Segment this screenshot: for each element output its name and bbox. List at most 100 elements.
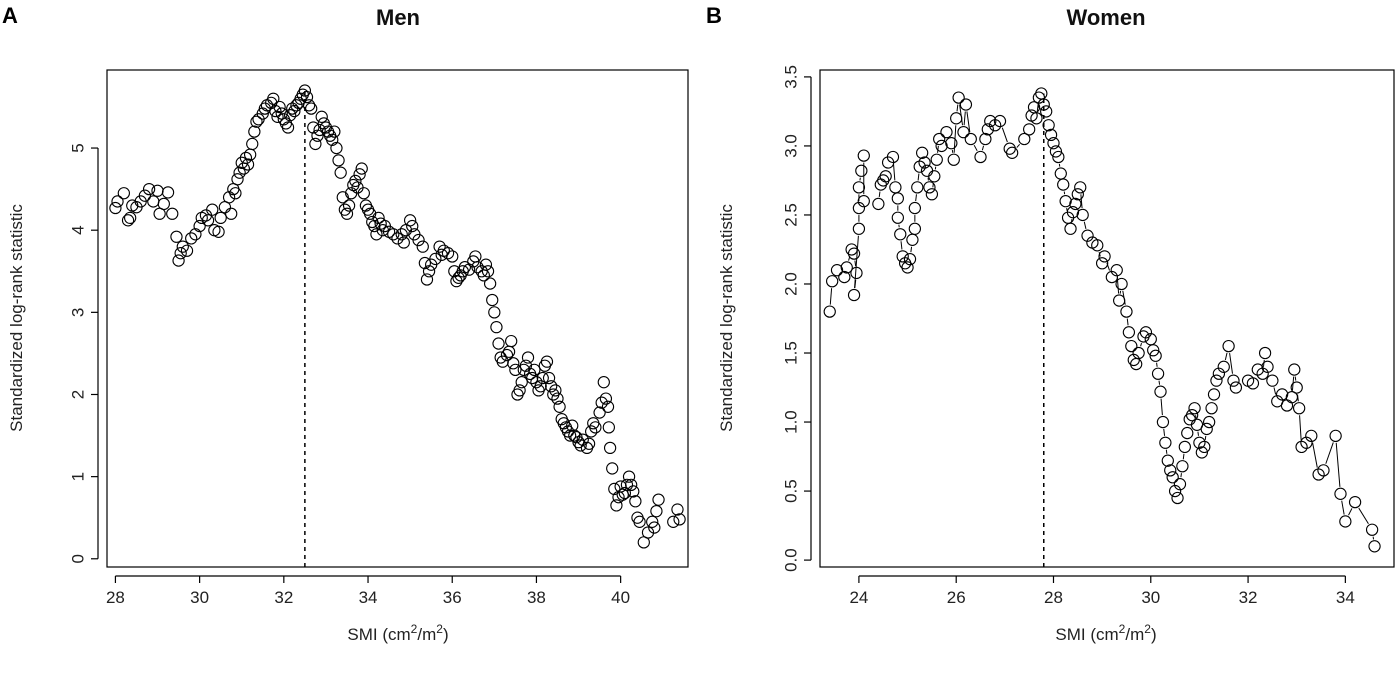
y-tick-label: 3.5	[782, 65, 801, 89]
data-point	[462, 263, 476, 276]
data-point	[852, 222, 866, 235]
data-point	[1091, 239, 1104, 252]
data-point	[193, 219, 206, 233]
data-point	[180, 244, 194, 257]
data-point	[1037, 98, 1050, 111]
data-point	[326, 133, 339, 146]
data-point	[176, 240, 189, 253]
data-point	[1076, 208, 1089, 222]
data-point	[332, 154, 345, 167]
data-point	[646, 515, 659, 528]
x-tick-label: 36	[443, 588, 462, 607]
panel-b-plot-frame	[819, 69, 1395, 568]
data-point	[1200, 422, 1213, 436]
y-tick-label: 3.0	[782, 134, 801, 158]
data-point	[239, 151, 253, 165]
data-point	[189, 228, 202, 241]
data-point	[1246, 377, 1260, 390]
connector-segment	[1083, 221, 1087, 229]
data-point	[370, 228, 383, 241]
data-point	[452, 271, 465, 284]
data-point	[874, 178, 887, 191]
data-point	[229, 187, 242, 200]
x-tick-label: 34	[1336, 588, 1355, 607]
data-point	[1154, 385, 1167, 398]
x-tick-label: 32	[1239, 588, 1258, 607]
data-point	[1212, 367, 1226, 380]
data-point	[288, 104, 301, 118]
data-point	[1164, 464, 1177, 477]
data-point	[1312, 468, 1325, 481]
data-point	[300, 90, 314, 104]
panel-b-x-label: SMI (cm2/m2)	[1055, 622, 1156, 644]
data-point	[488, 306, 501, 319]
data-point	[1348, 495, 1362, 509]
data-point	[1113, 294, 1126, 307]
data-point	[582, 437, 596, 450]
y-tick-label: 3	[69, 308, 88, 317]
data-point	[894, 228, 907, 241]
y-tick-label: 4	[69, 225, 88, 234]
y-tick-label: 1.0	[782, 410, 801, 434]
data-point	[1258, 346, 1272, 360]
data-point	[901, 261, 914, 274]
data-point	[483, 277, 497, 290]
connector-segment	[910, 246, 913, 253]
data-point	[233, 166, 246, 179]
data-point	[1156, 415, 1170, 429]
data-point	[536, 371, 549, 385]
data-point	[553, 400, 566, 413]
data-point	[925, 188, 939, 201]
data-point	[509, 363, 522, 376]
data-point	[355, 162, 368, 175]
data-point	[618, 486, 631, 500]
data-point	[1188, 402, 1201, 415]
data-point	[551, 392, 564, 405]
data-point	[422, 265, 436, 278]
data-point	[950, 112, 963, 125]
data-point	[979, 132, 992, 146]
data-point	[1305, 429, 1318, 442]
x-tick-label: 28	[106, 588, 125, 607]
data-point	[1159, 436, 1172, 449]
data-point	[298, 84, 312, 97]
data-point	[479, 258, 493, 271]
connector-segment	[973, 144, 978, 152]
data-point	[1130, 357, 1143, 371]
data-point	[138, 189, 152, 202]
x-tick-label: 34	[359, 588, 378, 607]
data-point	[195, 211, 208, 225]
data-point	[852, 201, 866, 215]
data-point	[947, 153, 960, 166]
data-point	[620, 478, 634, 492]
data-point	[1334, 487, 1347, 500]
data-point	[311, 129, 324, 142]
data-point	[622, 470, 636, 483]
data-point	[1176, 460, 1189, 473]
panel-b-letter: B	[706, 3, 722, 28]
data-point	[599, 392, 613, 405]
x-tick-label: 40	[611, 588, 630, 607]
data-point	[172, 254, 185, 267]
data-point	[650, 504, 663, 518]
data-point	[241, 158, 255, 171]
data-point	[1295, 440, 1308, 454]
connector-segment	[1358, 507, 1369, 525]
data-point	[891, 211, 904, 224]
data-point	[1288, 363, 1301, 376]
panel-b-points	[823, 87, 1381, 553]
data-point	[898, 257, 912, 270]
connector-segment	[915, 194, 917, 202]
connector-segment	[1163, 428, 1166, 436]
data-point	[513, 384, 526, 397]
connector-segment	[966, 111, 971, 133]
data-point	[313, 123, 326, 137]
connector-segment	[1273, 387, 1277, 395]
data-point	[174, 247, 187, 260]
data-point	[111, 195, 124, 208]
connector-segment	[1180, 473, 1182, 478]
data-point	[1222, 339, 1235, 353]
data-point	[1171, 491, 1184, 505]
connector-segment	[854, 260, 857, 267]
